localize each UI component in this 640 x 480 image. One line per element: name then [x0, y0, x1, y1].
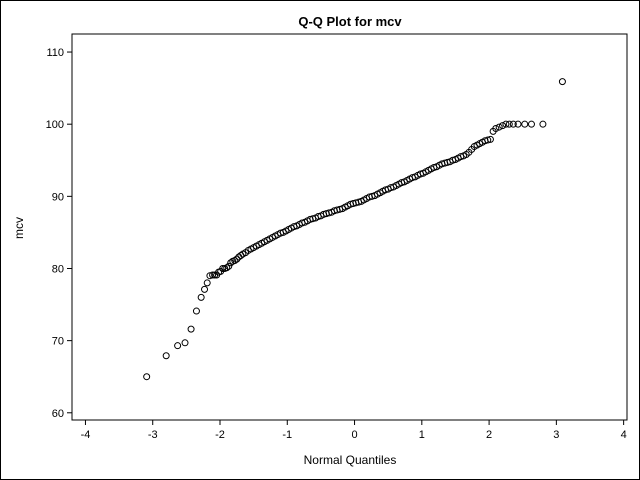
y-tick-label: 60 — [52, 408, 64, 420]
data-point — [502, 120, 510, 128]
x-tick-label: 2 — [486, 429, 492, 441]
data-point — [219, 264, 227, 272]
data-point — [162, 352, 170, 360]
data-point — [486, 135, 494, 143]
y-tick-label: 100 — [46, 119, 64, 131]
data-point — [521, 120, 529, 128]
x-tick-label: -4 — [81, 429, 91, 441]
data-points — [143, 78, 566, 381]
data-point — [223, 264, 231, 272]
data-point — [527, 120, 535, 128]
data-point — [558, 78, 566, 86]
x-tick-label: 4 — [621, 429, 627, 441]
data-point — [227, 259, 235, 267]
data-point — [495, 123, 503, 131]
data-point — [509, 120, 517, 128]
data-point — [499, 122, 507, 130]
x-tick-label: 1 — [419, 429, 425, 441]
data-point — [187, 325, 195, 333]
data-point — [209, 271, 217, 279]
y-axis-label: mcv — [12, 217, 26, 239]
x-tick-label: -3 — [148, 429, 158, 441]
data-point — [492, 125, 500, 133]
x-tick-label: -1 — [282, 429, 292, 441]
data-point — [505, 120, 513, 128]
data-point — [143, 373, 151, 381]
data-point — [197, 293, 205, 301]
data-point — [233, 255, 241, 263]
y-tick-label: 90 — [52, 191, 64, 203]
data-point — [203, 279, 211, 287]
x-axis-label: Normal Quantiles — [304, 453, 397, 467]
data-point — [181, 339, 189, 347]
data-point — [225, 262, 233, 270]
data-point — [514, 120, 522, 128]
data-point — [539, 120, 547, 128]
y-tick-label: 70 — [52, 336, 64, 348]
data-point — [192, 307, 200, 315]
data-point — [201, 285, 209, 293]
x-tick-label: 3 — [553, 429, 559, 441]
x-tick-label: 0 — [351, 429, 357, 441]
plot-area — [71, 33, 628, 421]
data-point — [231, 257, 239, 265]
y-axis: 60 70 80 90 100 110 — [46, 47, 72, 420]
y-tick-label: 80 — [52, 263, 64, 275]
chart-title: Q-Q Plot for mcv — [298, 14, 402, 29]
data-point — [206, 272, 214, 280]
x-axis: -4 -3 -2 -1 0 1 2 3 4 — [81, 420, 627, 441]
x-tick-label: -2 — [215, 429, 225, 441]
data-point — [484, 136, 492, 144]
data-point — [174, 342, 182, 350]
y-tick-label: 110 — [46, 47, 64, 59]
